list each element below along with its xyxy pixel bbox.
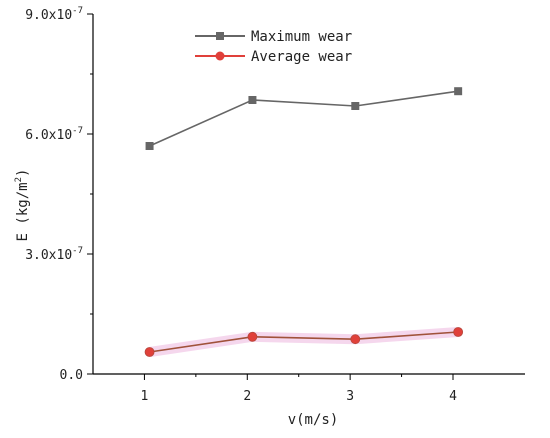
series-layer	[144, 87, 464, 357]
legend-marker-maximum-wear	[216, 32, 224, 40]
data-point-average-wear	[247, 331, 258, 342]
legend-marker-average-wear	[215, 51, 225, 61]
y-tick-label: 9.0x10-7	[25, 6, 83, 23]
data-point-average-wear	[453, 327, 464, 337]
data-point-average-wear	[144, 347, 155, 357]
data-point-maximum-wear	[145, 142, 154, 150]
legend-label-average-wear: Average wear	[251, 49, 352, 65]
legend-entry-average-wear: Average wear	[195, 49, 352, 65]
series-line-average-wear	[149, 331, 459, 353]
y-axis-label-main: E (kg/m	[15, 182, 31, 241]
axes	[92, 14, 525, 375]
ticks: 1 2 3 4 0.0 3.0x10-7 6.0x10-7 9.0x10-7	[25, 6, 457, 404]
x-tick-label: 2	[243, 389, 251, 404]
data-point-average-wear	[350, 334, 361, 345]
legend: Maximum wear Average wear	[195, 29, 352, 65]
x-tick-label: 1	[141, 389, 149, 404]
y-tick-label: 6.0x10-7	[25, 126, 83, 143]
y-tick-label: 3.0x10-7	[25, 246, 83, 263]
data-point-maximum-wear	[248, 96, 257, 104]
x-tick-label: 4	[449, 389, 457, 404]
series-line-maximum-wear	[149, 90, 459, 147]
y-tick-label: 0.0	[60, 368, 83, 383]
data-point-maximum-wear	[351, 102, 360, 110]
data-point-maximum-wear	[454, 87, 463, 96]
x-axis-label: v(m/s)	[288, 412, 339, 428]
x-tick-label: 3	[346, 389, 354, 404]
legend-entry-maximum-wear: Maximum wear	[195, 29, 352, 45]
legend-label-maximum-wear: Maximum wear	[251, 29, 352, 45]
y-axis-label-end: )	[15, 169, 31, 177]
y-axis-label-sup: 2	[14, 177, 24, 182]
y-axis-label: E (kg/m2)	[14, 169, 31, 242]
